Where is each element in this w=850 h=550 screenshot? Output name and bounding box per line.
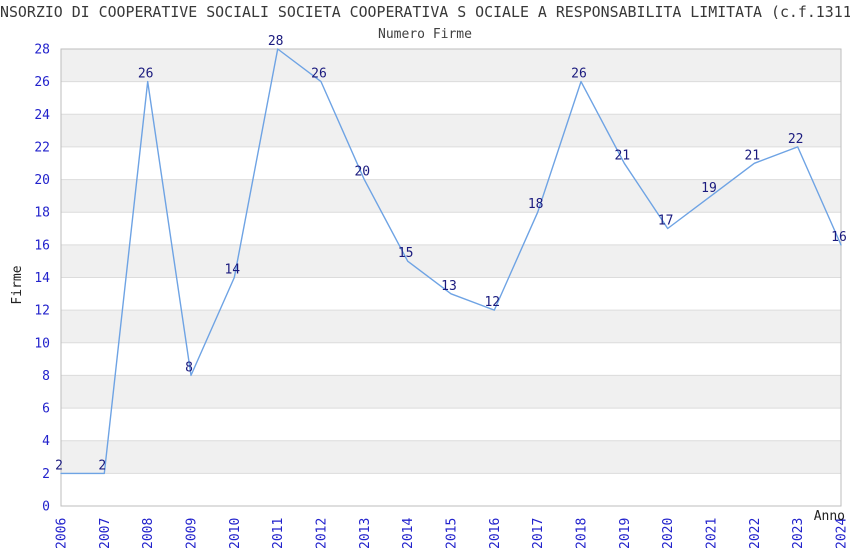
svg-text:2012: 2012 (315, 518, 330, 549)
svg-text:17: 17 (658, 214, 674, 229)
svg-text:2: 2 (98, 458, 106, 473)
svg-text:2021: 2021 (705, 518, 720, 549)
svg-text:26: 26 (34, 75, 50, 90)
plot-border (60, 48, 842, 507)
svg-text:28: 28 (34, 43, 50, 58)
svg-text:20: 20 (354, 165, 370, 180)
svg-text:2018: 2018 (575, 518, 590, 549)
chart-title: NSORZIO DI COOPERATIVE SOCIALI SOCIETA C… (0, 3, 850, 21)
svg-text:4: 4 (42, 434, 50, 449)
svg-text:22: 22 (788, 132, 804, 147)
svg-text:21: 21 (614, 148, 630, 163)
svg-text:21: 21 (744, 148, 760, 163)
svg-text:20: 20 (34, 173, 50, 188)
svg-text:2011: 2011 (271, 518, 286, 549)
svg-text:16: 16 (831, 230, 847, 245)
svg-text:24: 24 (34, 108, 50, 123)
svg-text:14: 14 (224, 263, 240, 278)
svg-text:2014: 2014 (401, 518, 416, 549)
svg-text:8: 8 (185, 360, 193, 375)
svg-text:16: 16 (34, 238, 50, 253)
svg-text:18: 18 (34, 206, 50, 221)
svg-text:14: 14 (34, 271, 50, 286)
svg-text:2024: 2024 (835, 518, 850, 549)
svg-text:2023: 2023 (791, 518, 806, 549)
svg-text:2009: 2009 (185, 518, 200, 549)
svg-text:2: 2 (55, 458, 63, 473)
svg-text:15: 15 (398, 246, 414, 261)
svg-text:12: 12 (34, 304, 50, 319)
svg-text:19: 19 (701, 181, 717, 196)
svg-text:22: 22 (34, 140, 50, 155)
x-axis-title: Anno (814, 509, 845, 524)
svg-text:8: 8 (42, 369, 50, 384)
svg-text:2: 2 (42, 467, 50, 482)
svg-text:12: 12 (484, 295, 500, 310)
svg-text:26: 26 (138, 67, 154, 82)
svg-text:2013: 2013 (358, 518, 373, 549)
svg-text:26: 26 (311, 67, 327, 82)
svg-text:2010: 2010 (228, 518, 243, 549)
svg-text:2008: 2008 (141, 518, 156, 549)
svg-text:2006: 2006 (55, 518, 70, 549)
svg-text:26: 26 (571, 67, 587, 82)
x-axis-tick-labels: 2006 2007 2008 2009 2010 2011 2012 2013 2014 2015… (55, 518, 850, 549)
svg-text:2022: 2022 (748, 518, 763, 549)
y-axis-title: Firme (10, 265, 25, 304)
chart-subtitle: Numero Firme (378, 27, 472, 42)
svg-text:2007: 2007 (98, 518, 113, 549)
y-gridlines (61, 81, 841, 474)
svg-text:18: 18 (528, 197, 544, 212)
svg-text:28: 28 (268, 34, 284, 49)
svg-text:2017: 2017 (531, 518, 546, 549)
svg-text:2015: 2015 (445, 518, 460, 549)
svg-text:13: 13 (441, 279, 457, 294)
svg-text:6: 6 (42, 402, 50, 417)
svg-text:2019: 2019 (618, 518, 633, 549)
svg-text:2016: 2016 (488, 518, 503, 549)
svg-text:2020: 2020 (661, 518, 676, 549)
data-line (60, 48, 842, 475)
svg-text:0: 0 (42, 500, 50, 515)
svg-text:10: 10 (34, 336, 50, 351)
